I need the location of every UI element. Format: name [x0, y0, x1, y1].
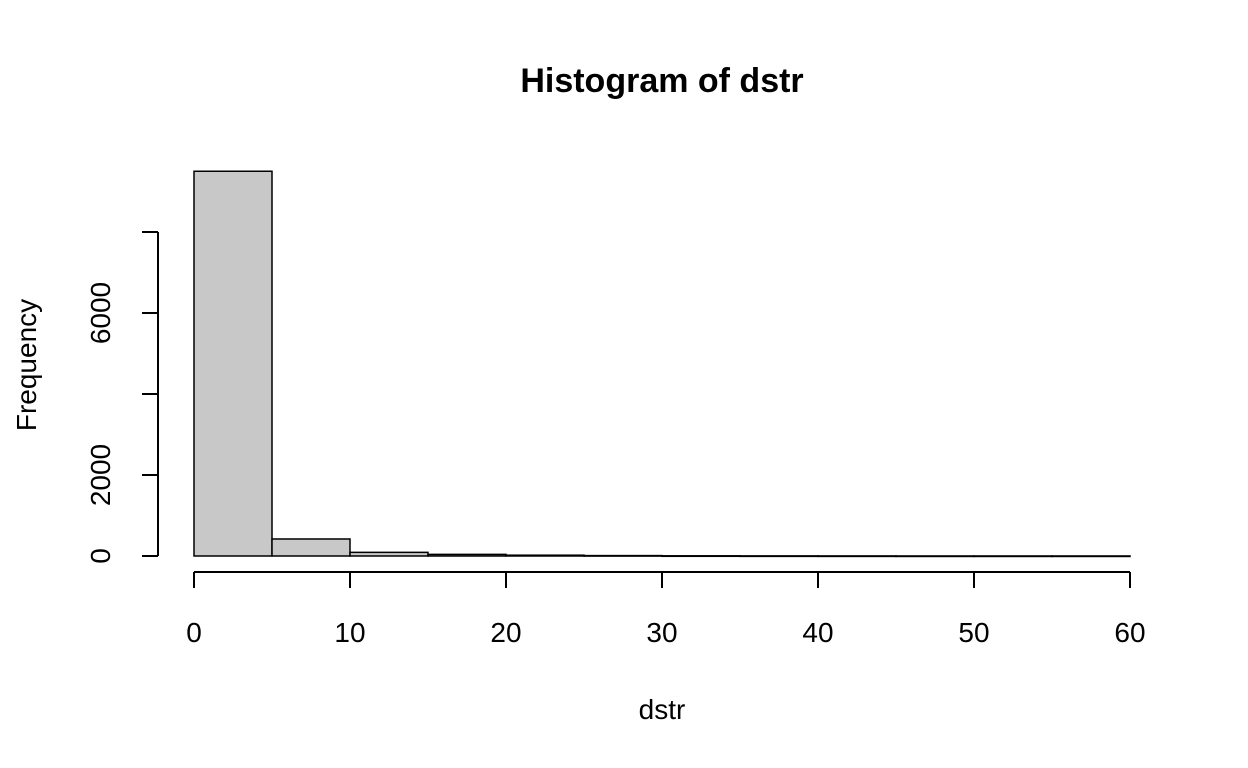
x-tick-label: 60	[1114, 617, 1145, 648]
histogram-bar	[349, 551, 429, 557]
x-axis: 0 10 20 30 40 50 60	[186, 571, 1146, 648]
histogram-bar	[427, 553, 507, 557]
y-tick-label: 6000	[85, 282, 116, 344]
histogram-bar	[895, 555, 975, 558]
x-tick-label: 20	[490, 617, 521, 648]
histogram-bar	[1051, 555, 1131, 558]
histogram-bar	[271, 538, 351, 557]
x-axis-label: dstr	[639, 694, 686, 725]
histogram-bar	[973, 555, 1053, 558]
x-tick-label: 10	[334, 617, 365, 648]
histogram-bar	[583, 554, 663, 557]
y-axis: 0 2000 6000	[85, 231, 159, 564]
bars-group	[193, 170, 1131, 558]
histogram-bar	[193, 170, 273, 557]
histogram-bar	[505, 554, 585, 557]
histogram-bar	[661, 555, 741, 558]
x-tick-label: 50	[958, 617, 989, 648]
chart-title: Histogram of dstr	[520, 62, 803, 100]
x-tick-label: 0	[186, 617, 202, 648]
y-tick-label: 2000	[85, 444, 116, 506]
y-tick-label: 0	[85, 548, 116, 564]
y-axis-label: Frequency	[11, 299, 42, 431]
x-tick-label: 40	[802, 617, 833, 648]
x-tick-label: 30	[646, 617, 677, 648]
histogram-bar	[817, 555, 897, 558]
histogram-bar	[739, 555, 819, 558]
